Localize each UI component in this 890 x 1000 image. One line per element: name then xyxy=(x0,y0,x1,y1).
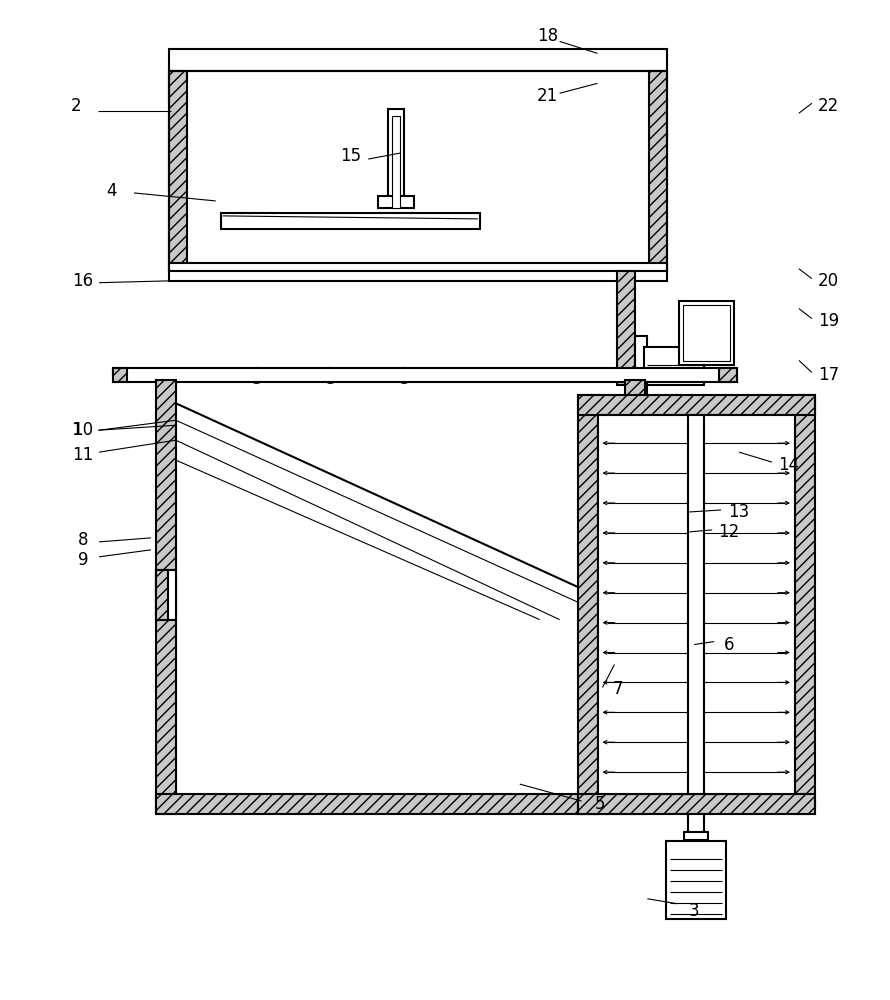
Bar xyxy=(627,382,647,620)
Text: 19: 19 xyxy=(818,312,839,330)
Text: 11: 11 xyxy=(72,446,93,464)
Bar xyxy=(719,368,737,382)
Text: 13: 13 xyxy=(728,503,749,521)
Text: 4: 4 xyxy=(106,182,117,200)
Bar xyxy=(156,570,176,620)
Bar xyxy=(169,263,668,281)
Text: 15: 15 xyxy=(340,147,360,165)
Bar xyxy=(156,794,647,814)
Bar xyxy=(635,336,647,385)
Bar xyxy=(644,347,704,385)
Text: 20: 20 xyxy=(818,272,839,290)
Text: 17: 17 xyxy=(818,366,839,384)
Bar xyxy=(113,368,737,382)
Bar xyxy=(626,380,645,500)
Text: 12: 12 xyxy=(718,523,740,541)
Text: 18: 18 xyxy=(538,27,558,45)
Bar xyxy=(795,395,815,814)
Text: 22: 22 xyxy=(818,97,839,115)
Bar xyxy=(156,570,168,620)
Text: 21: 21 xyxy=(537,87,558,105)
Bar xyxy=(667,841,726,919)
Bar xyxy=(392,116,400,208)
Text: 9: 9 xyxy=(78,551,88,569)
Text: 1: 1 xyxy=(71,421,82,439)
Bar xyxy=(597,415,795,794)
Text: 5: 5 xyxy=(595,795,605,813)
Bar xyxy=(618,271,635,385)
Bar xyxy=(378,196,414,208)
Bar xyxy=(645,477,705,492)
Text: 2: 2 xyxy=(71,97,82,115)
Text: 3: 3 xyxy=(689,902,700,920)
Bar xyxy=(156,380,176,814)
Bar xyxy=(679,301,734,365)
Bar xyxy=(388,109,404,201)
Text: 8: 8 xyxy=(78,531,88,549)
Text: 7: 7 xyxy=(612,680,623,698)
Bar xyxy=(645,484,705,492)
Text: 10: 10 xyxy=(73,421,93,439)
Bar xyxy=(169,71,187,271)
Bar xyxy=(688,415,704,794)
Bar xyxy=(650,71,668,271)
Bar xyxy=(578,395,815,415)
Bar xyxy=(169,49,668,71)
Bar xyxy=(113,368,127,382)
Bar xyxy=(578,794,815,814)
Text: 14: 14 xyxy=(779,456,799,474)
Bar xyxy=(684,305,730,361)
Text: 6: 6 xyxy=(724,636,734,654)
Bar xyxy=(221,213,480,229)
Bar xyxy=(578,395,597,814)
Bar xyxy=(684,832,708,840)
Bar xyxy=(688,814,704,834)
Text: 16: 16 xyxy=(73,272,93,290)
